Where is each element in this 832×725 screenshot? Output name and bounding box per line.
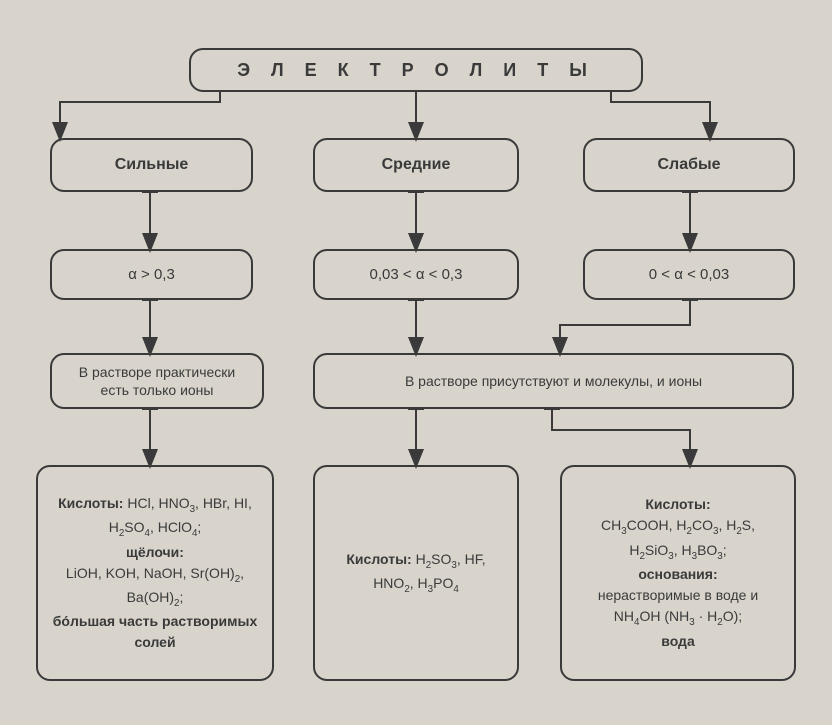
- weak-category-label: Слабые: [657, 156, 720, 174]
- medium-category: Средние: [313, 138, 519, 192]
- weak-category: Слабые: [583, 138, 795, 192]
- strong-alpha: α > 0,3: [50, 249, 253, 300]
- medium-examples: Кислоты: H2SO3, HF, HNO2, H3PO4: [313, 465, 519, 681]
- weak-alpha-label: 0 < α < 0,03: [649, 266, 729, 283]
- strong-category-label: Сильные: [115, 156, 189, 174]
- title-label: Э Л Е К Т Р О Л И Т Ы: [237, 60, 595, 81]
- weak-examples-content: Кислоты:CH3COOH, H2CO3, H2S, H2SiO3, H3B…: [576, 494, 780, 651]
- weak-alpha: 0 < α < 0,03: [583, 249, 795, 300]
- medium-alpha-label: 0,03 < α < 0,3: [370, 266, 463, 283]
- strong-examples: Кислоты: HCl, HNO3, HBr, HI, H2SO4, HClO…: [36, 465, 274, 681]
- shared-description-label: В растворе присутствуют и молекулы, и ио…: [405, 372, 702, 390]
- strong-category: Сильные: [50, 138, 253, 192]
- medium-alpha: 0,03 < α < 0,3: [313, 249, 519, 300]
- title-box: Э Л Е К Т Р О Л И Т Ы: [189, 48, 643, 92]
- medium-category-label: Средние: [382, 156, 451, 174]
- shared-description: В растворе присутствуют и молекулы, и ио…: [313, 353, 794, 409]
- medium-examples-content: Кислоты: H2SO3, HF, HNO2, H3PO4: [329, 549, 503, 598]
- strong-alpha-label: α > 0,3: [128, 266, 175, 283]
- strong-description: В растворе практически есть только ионы: [50, 353, 264, 409]
- strong-examples-content: Кислоты: HCl, HNO3, HBr, HI, H2SO4, HClO…: [52, 493, 258, 654]
- weak-examples: Кислоты:CH3COOH, H2CO3, H2S, H2SiO3, H3B…: [560, 465, 796, 681]
- strong-description-label: В растворе практически есть только ионы: [64, 363, 250, 399]
